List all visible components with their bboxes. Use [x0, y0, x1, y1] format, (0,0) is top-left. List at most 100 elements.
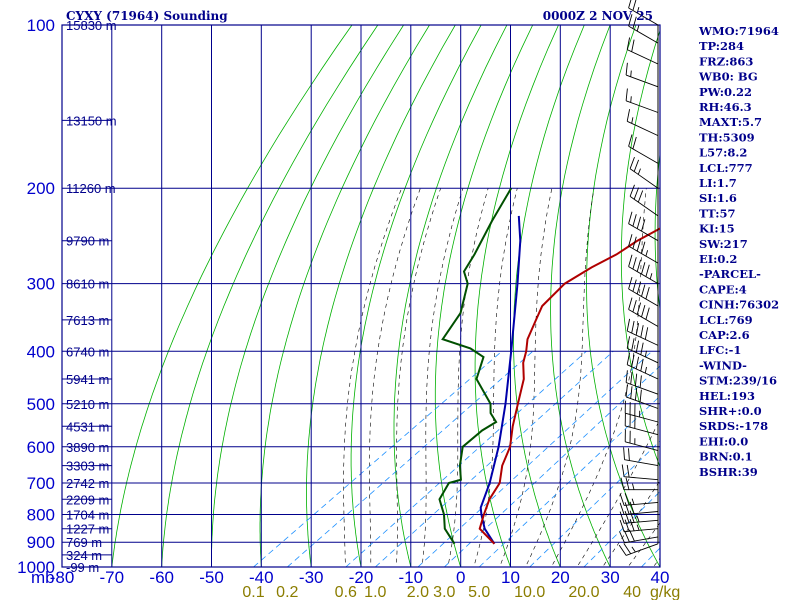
mixing-ratio-unit: g/kg — [650, 584, 680, 600]
pressure-tick-label: 700 — [27, 474, 55, 493]
index-line: LFC:-1 — [699, 343, 741, 357]
dry-adiabat — [211, 25, 405, 567]
dry-adiabat — [306, 25, 456, 567]
moist-adiabat — [343, 188, 402, 567]
mixing-ratio-line — [478, 395, 660, 567]
index-line: TT:57 — [699, 206, 736, 220]
height-label: 1704 m — [66, 508, 109, 523]
height-label: 324 m — [66, 548, 102, 563]
wind-barb — [620, 477, 658, 491]
mixing-ratio-label: 0.1 — [242, 584, 264, 600]
mixing-ratio-line — [529, 440, 660, 567]
height-label: 9790 m — [66, 234, 109, 249]
chart-title: CYXY (71964) Sounding — [66, 9, 228, 23]
pressure-tick-label: 1000 — [17, 558, 55, 577]
wind-barb — [629, 156, 659, 189]
dry-adiabat — [434, 25, 534, 567]
mixing-ratio-label: 5.0 — [468, 584, 490, 600]
pressure-tick-label: 600 — [27, 438, 55, 457]
index-line: CAPE:4 — [699, 282, 747, 296]
mixing-ratio-labels: 0.1 0.2 0.6 1.0 2.0 3.0 5.0 10.0 20.0 40 — [242, 584, 641, 600]
moist-adiabat — [550, 188, 647, 567]
wind-barb — [624, 413, 659, 436]
pressure-tick-label: 400 — [27, 342, 55, 361]
pressure-tick-label: 100 — [27, 16, 55, 35]
wind-barb — [628, 234, 659, 264]
height-label: 11260 m — [66, 181, 116, 196]
temperature-tick-label: -40 — [249, 568, 274, 587]
dry-adiabat — [393, 25, 508, 567]
index-line: HEL:193 — [699, 389, 755, 403]
dry-adiabat — [161, 25, 379, 567]
height-label: 2742 m — [66, 476, 109, 491]
dry-adiabat — [259, 25, 430, 567]
height-label: 15830 m — [66, 18, 117, 33]
wind-barb — [628, 254, 659, 284]
wind-barb — [619, 493, 659, 506]
temperature-tick-label: -50 — [199, 568, 224, 587]
grid — [61, 24, 661, 568]
dry-adiabat — [781, 0, 800, 578]
mixing-ratio-line — [417, 351, 653, 567]
temperature-axis: -80 -70 -60 -50 -40 -30 -20 -10 0 10 20 30 40 — [50, 568, 670, 587]
dry-adiabat — [620, 29, 660, 468]
moist-adiabat — [473, 188, 518, 567]
temperature-trace — [478, 227, 660, 545]
dry-adiabats — [111, 0, 800, 578]
temperature-tick-label: -10 — [399, 568, 424, 587]
height-label: 2209 m — [66, 492, 109, 507]
wind-barb — [628, 276, 659, 307]
mixing-ratio-line — [253, 350, 503, 567]
wind-barb — [624, 400, 659, 423]
index-line: LCL:769 — [699, 313, 753, 327]
dry-adiabat — [513, 25, 585, 567]
index-line: CINH:76302 — [699, 298, 779, 312]
plot-frame — [61, 24, 661, 568]
mixing-ratio-label: 3.0 — [433, 584, 455, 600]
dry-adiabat — [751, 0, 800, 578]
height-label: 3303 m — [66, 459, 109, 474]
moist-adiabat — [525, 188, 595, 567]
moist-adiabat — [369, 188, 421, 567]
pressure-axis: 100 200 300 400 500 600 700 800 900 1000 — [17, 16, 55, 577]
height-label: 5941 m — [66, 372, 109, 387]
dry-adiabat — [586, 25, 660, 567]
mixing-ratio-label: 0.6 — [335, 584, 357, 600]
index-line: FRZ:863 — [699, 54, 753, 68]
pressure-tick-label: 900 — [27, 533, 55, 552]
pressure-unit: mb — [31, 568, 55, 587]
wind-barb — [625, 62, 659, 88]
height-label: 5210 m — [66, 397, 109, 412]
profiles — [438, 187, 660, 545]
height-label: 8610 m — [66, 277, 109, 292]
wind-barb — [619, 510, 659, 524]
wind-barb — [626, 352, 659, 380]
index-line: BSHR:39 — [699, 465, 758, 479]
temperature-tick-label: -70 — [100, 568, 125, 587]
index-line: MAXT:5.7 — [699, 115, 762, 129]
height-label: 6740 m — [66, 344, 109, 359]
index-line: EI:0.2 — [699, 252, 737, 266]
temperature-tick-label: -20 — [349, 568, 374, 587]
temperature-tick-label: 30 — [601, 568, 620, 587]
index-line: RH:46.3 — [699, 100, 752, 114]
mixing-ratio-line — [287, 350, 534, 567]
wind-barb — [624, 429, 659, 452]
pressure-tick-label: 500 — [27, 395, 55, 414]
temperature-tick-label: -30 — [299, 568, 324, 587]
wind-barb — [619, 529, 659, 544]
temperature-tick-label: 40 — [651, 568, 670, 587]
mixing-ratio-label: 40 — [623, 584, 641, 600]
height-labels: 15830 m 13150 m 11260 m 9790 m 8610 m 7613 m 6… — [66, 18, 117, 575]
dry-adiabat — [350, 25, 482, 567]
mixing-ratio-label: 2.0 — [407, 584, 429, 600]
wind-barb — [629, 184, 659, 217]
index-line: PW:0.22 — [699, 85, 752, 99]
pressure-tick-label: 800 — [27, 506, 55, 525]
dry-adiabat — [474, 25, 559, 567]
index-line: -PARCEL- — [699, 267, 761, 281]
index-line: EHI:0.0 — [699, 434, 748, 448]
index-line: TP:284 — [699, 39, 744, 53]
height-label: -99 m — [66, 560, 99, 575]
moist-adiabat — [576, 418, 660, 567]
